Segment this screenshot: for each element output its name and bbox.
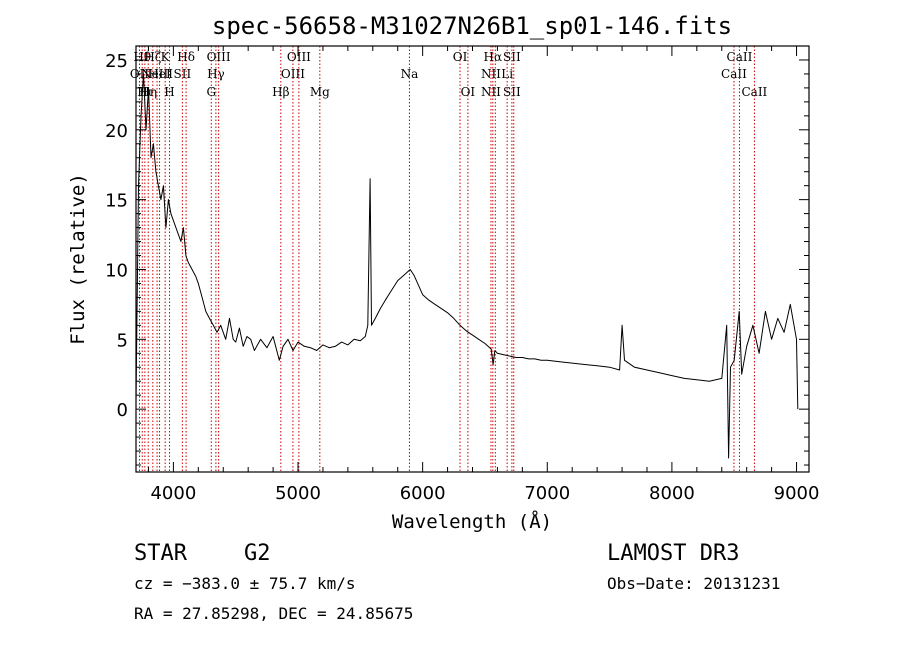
line-marker-label: OIII: [287, 50, 311, 64]
line-marker-label: SII: [503, 50, 521, 64]
line-marker-label: K: [161, 50, 171, 64]
line-marker-label: CaII: [741, 85, 767, 99]
x-tick-label: 6000: [400, 483, 446, 504]
observation-date: Obs−Date: 20131231: [607, 574, 780, 593]
x-tick-label: 9000: [774, 483, 820, 504]
line-marker-label: Hγ: [207, 67, 225, 81]
line-marker-label: SII: [174, 67, 192, 81]
line-marker-label: SII: [503, 85, 521, 99]
y-axis: 0 5 10 15 20 25: [105, 45, 809, 466]
line-marker-label: H: [164, 85, 174, 99]
line-marker-label: Li: [501, 67, 513, 81]
x-tick-label: 7000: [524, 483, 570, 504]
object-class: STAR: [134, 541, 188, 566]
y-tick-label: 5: [117, 330, 128, 351]
coordinates: RA = 27.85298, DEC = 24.85675: [134, 604, 413, 623]
y-tick-label: 20: [105, 121, 128, 142]
y-axis-label: Flux (relative): [67, 173, 89, 345]
line-marker-label: Hα: [484, 50, 503, 64]
line-marker-label: OIII: [281, 67, 305, 81]
line-marker-label: Mg: [310, 85, 330, 99]
y-tick-label: 15: [105, 191, 128, 212]
line-marker-label: Hβ: [272, 85, 289, 99]
x-axis: 4000 5000 6000 7000 8000 9000: [147, 46, 820, 504]
survey-name: LAMOST DR3: [607, 541, 739, 566]
line-marker-label: OI: [453, 50, 468, 64]
line-marker-label: Na: [401, 67, 419, 81]
line-marker-label: CaII: [727, 50, 753, 64]
x-tick-label: 4000: [150, 483, 196, 504]
plot-frame: [135, 45, 810, 473]
x-tick-label: 5000: [275, 483, 321, 504]
marker-lines-group: OIIHθHιHηHζNeIIIHeIKHSIIHδGHγOIIIHβOIIIO…: [130, 46, 768, 472]
line-marker-label: OI: [461, 85, 476, 99]
line-marker-label: CaII: [721, 67, 747, 81]
line-marker-label: Hθ: [133, 50, 151, 64]
object-subclass: G2: [244, 541, 271, 566]
x-axis-label: Wavelength (Å): [392, 510, 552, 533]
line-marker-label: OIII: [207, 50, 231, 64]
chart-title: spec-56658-M31027N26B1_sp01-146.fits: [212, 12, 732, 40]
line-marker-label: NII: [481, 85, 501, 99]
redshift-cz: cz = −383.0 ± 75.7 km/s: [134, 574, 356, 593]
x-tick-label: 8000: [649, 483, 695, 504]
line-marker-label: NII: [481, 67, 501, 81]
line-marker-label: HeI: [148, 67, 171, 81]
spectrum-line-0: [135, 73, 799, 459]
line-marker-label: Hδ: [177, 50, 195, 64]
y-tick-label: 25: [105, 51, 128, 72]
y-tick-label: 0: [117, 400, 128, 421]
series-group: [135, 73, 799, 459]
line-marker-label: G: [206, 85, 216, 99]
y-tick-label: 10: [105, 260, 128, 281]
